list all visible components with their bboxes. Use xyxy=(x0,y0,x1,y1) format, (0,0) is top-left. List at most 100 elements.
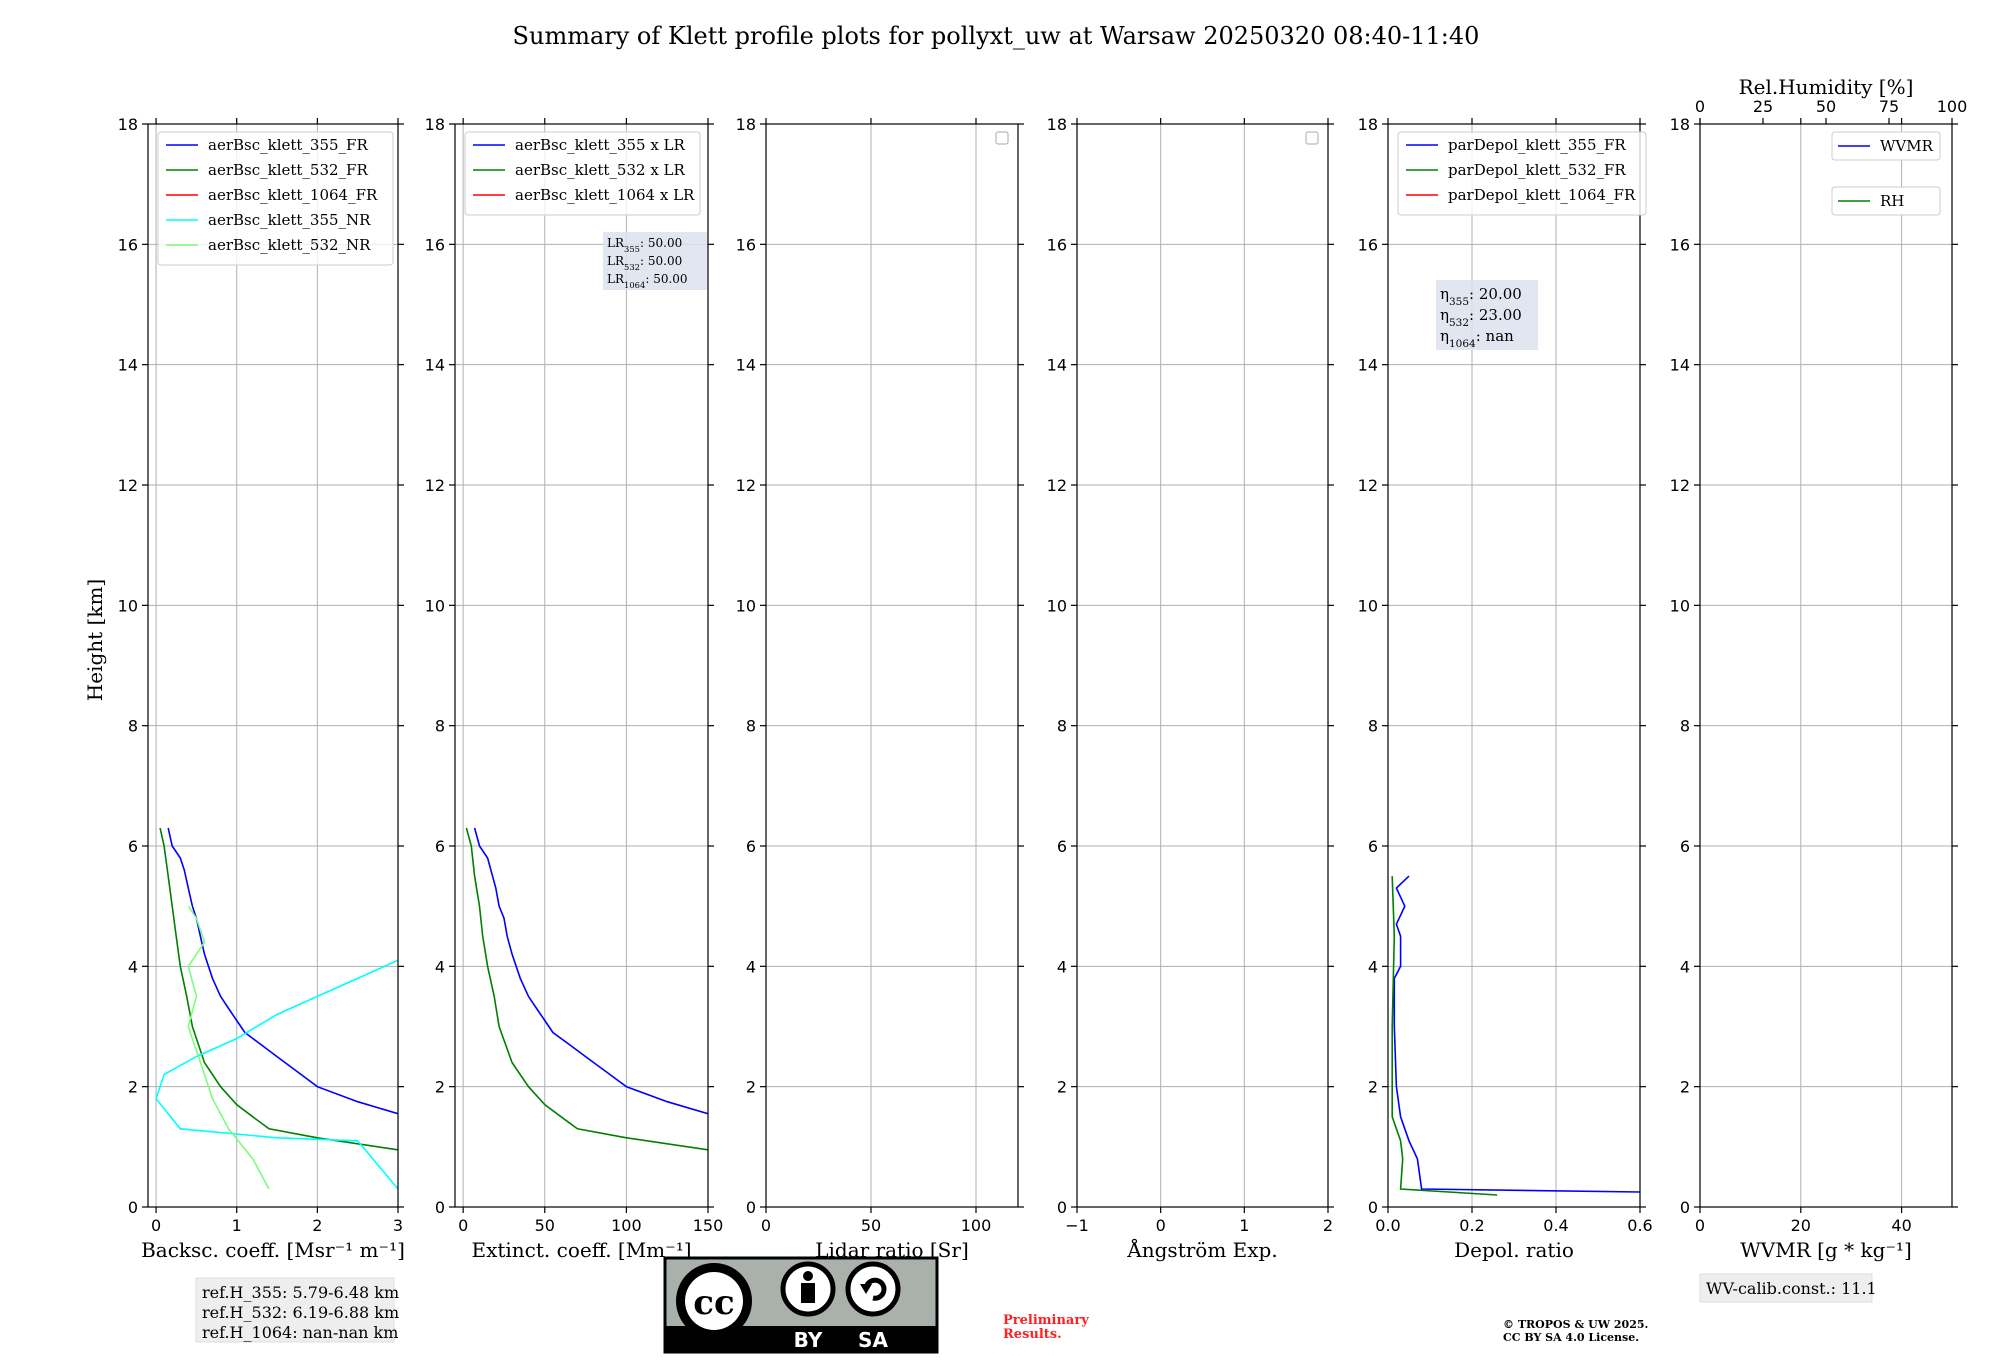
legend-box xyxy=(1831,131,1941,161)
axes-frame xyxy=(1699,123,1953,1208)
x-tick-label: 50 xyxy=(535,1216,555,1235)
eta-annotation-text: η1064: nan xyxy=(1440,327,1514,350)
series-line-aerBsc_klett_355 x LR xyxy=(473,827,708,1115)
y-tick-label: 0 xyxy=(1057,1198,1067,1217)
y-tick-label: 4 xyxy=(128,957,138,976)
figure-title: Summary of Klett profile plots for polly… xyxy=(513,22,1480,50)
x-tick-label: 3 xyxy=(393,1216,403,1235)
legend-label: parDepol_klett_355_FR xyxy=(1448,136,1626,154)
legend-label: aerBsc_klett_355 x LR xyxy=(515,136,686,154)
copyright-line-1: © TROPOS & UW 2025. xyxy=(1503,1318,1648,1331)
x-tick-label: 0.6 xyxy=(1627,1216,1652,1235)
y-tick-label: 2 xyxy=(1680,1078,1690,1097)
top-x-tick-label: 0 xyxy=(1695,97,1705,116)
x-axis-label: WVMR [g * kg⁻¹] xyxy=(1740,1238,1912,1262)
top-x-tick-label: 100 xyxy=(1937,97,1968,116)
y-tick-label: 12 xyxy=(118,476,138,495)
lr-annotation-text: LR1064: 50.00 xyxy=(607,272,688,290)
wv-calib-text: WV-calib.const.: 11.1 xyxy=(1706,1279,1877,1298)
x-tick-label: 100 xyxy=(611,1216,642,1235)
by-text: BY xyxy=(794,1328,823,1352)
lr-annotation-text: LR355: 50.00 xyxy=(607,236,682,254)
y-tick-label: 10 xyxy=(1358,596,1378,615)
y-tick-label: 0 xyxy=(1680,1198,1690,1217)
y-tick-label: 4 xyxy=(1057,957,1067,976)
y-tick-label: 14 xyxy=(1047,356,1067,375)
x-tick-label: 50 xyxy=(861,1216,881,1235)
y-tick-label: 16 xyxy=(736,235,756,254)
y-tick-label: 0 xyxy=(435,1198,445,1217)
y-tick-label: 10 xyxy=(1670,596,1690,615)
x-tick-label: 150 xyxy=(693,1216,724,1235)
cc-by-sa-logo[interactable]: cc BY SA xyxy=(663,1256,939,1354)
legend-label: aerBsc_klett_532 x LR xyxy=(515,161,686,179)
x-tick-label: 0 xyxy=(1695,1216,1705,1235)
x-tick-label: 0 xyxy=(458,1216,468,1235)
y-tick-label: 0 xyxy=(746,1198,756,1217)
y-tick-label: 2 xyxy=(746,1078,756,1097)
x-tick-label: 0.0 xyxy=(1375,1216,1400,1235)
y-tick-label: 6 xyxy=(1057,837,1067,856)
y-tick-label: 4 xyxy=(1368,957,1378,976)
empty-legend-box xyxy=(995,131,1009,145)
y-tick-label: 8 xyxy=(746,717,756,736)
x-axis-label: Extinct. coeff. [Mm⁻¹] xyxy=(471,1238,691,1262)
y-tick-label: 14 xyxy=(425,356,445,375)
y-tick-label: 16 xyxy=(425,235,445,254)
x-tick-label: 0.2 xyxy=(1459,1216,1484,1235)
top-x-axis-label: Rel.Humidity [%] xyxy=(1739,75,1914,99)
y-tick-label: 6 xyxy=(128,837,138,856)
series-line-parDepol_klett_355_FR xyxy=(1393,875,1640,1193)
wv-calib-box: WV-calib.const.: 11.1 xyxy=(1699,1273,1877,1303)
lr-annotation-box xyxy=(603,232,707,290)
axes-frame xyxy=(147,123,399,1208)
top-x-tick-label: 50 xyxy=(1816,97,1836,116)
y-tick-label: 4 xyxy=(435,957,445,976)
y-axis-label: Height [km] xyxy=(83,579,107,701)
top-x-tick-label: 75 xyxy=(1879,97,1899,116)
legend-label: aerBsc_klett_1064 x LR xyxy=(515,186,695,204)
y-tick-label: 16 xyxy=(1358,235,1378,254)
y-tick-label: 10 xyxy=(118,596,138,615)
x-axis-label: Depol. ratio xyxy=(1454,1238,1574,1262)
axes-frame xyxy=(1387,123,1641,1208)
chart-panel-5: 0 2 4 6 8 10 12 14 16 18 0.0 0.2 0.4 0.6 Depol. ratio p… xyxy=(1358,115,1653,1262)
x-tick-label: −1 xyxy=(1065,1216,1089,1235)
series-line-aerBsc_klett_532_NR xyxy=(187,905,270,1190)
y-tick-label: 2 xyxy=(128,1078,138,1097)
legend-label: parDepol_klett_532_FR xyxy=(1448,161,1626,179)
y-tick-label: 14 xyxy=(1670,356,1690,375)
legend-label: WVMR xyxy=(1880,137,1934,155)
x-tick-label: 0 xyxy=(151,1216,161,1235)
y-tick-label: 18 xyxy=(118,115,138,134)
eta-annotation-text: η355: 20.00 xyxy=(1440,285,1522,308)
x-tick-label: 1 xyxy=(232,1216,242,1235)
axes-frame xyxy=(454,123,709,1208)
y-tick-label: 6 xyxy=(1368,837,1378,856)
legend-box xyxy=(464,131,701,216)
y-tick-label: 12 xyxy=(1047,476,1067,495)
y-tick-label: 12 xyxy=(736,476,756,495)
refh-532: ref.H_532: 6.19-6.88 km xyxy=(202,1303,399,1322)
y-tick-label: 12 xyxy=(1358,476,1378,495)
x-tick-label: 0 xyxy=(761,1216,771,1235)
sa-text: SA xyxy=(858,1328,888,1352)
series-line-aerBsc_klett_355_FR xyxy=(167,827,398,1115)
legend-box xyxy=(157,131,394,266)
legend-box xyxy=(1397,131,1647,216)
refh-1064: ref.H_1064: nan-nan km xyxy=(202,1323,398,1342)
x-tick-label: 40 xyxy=(1891,1216,1911,1235)
y-tick-label: 8 xyxy=(1680,717,1690,736)
y-tick-label: 10 xyxy=(425,596,445,615)
preliminary-text-1: Preliminary xyxy=(1003,1313,1089,1328)
y-tick-label: 8 xyxy=(1057,717,1067,736)
y-tick-label: 10 xyxy=(736,596,756,615)
legend-label: aerBsc_klett_1064_FR xyxy=(208,186,378,204)
refh-355: ref.H_355: 5.79-6.48 km xyxy=(202,1283,399,1302)
top-x-tick-label: 25 xyxy=(1753,97,1773,116)
y-tick-label: 10 xyxy=(1047,596,1067,615)
